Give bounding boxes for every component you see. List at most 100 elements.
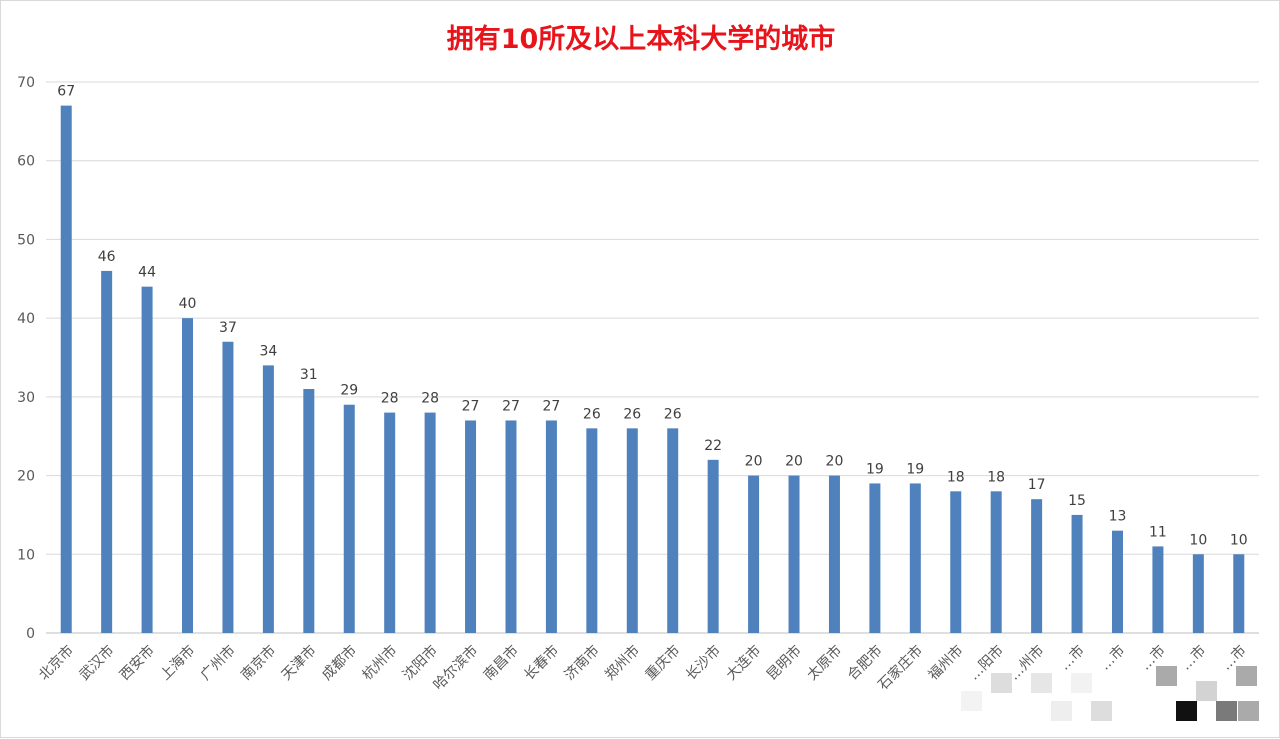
data-label: 18: [987, 469, 1005, 485]
bar: [222, 341, 234, 633]
bar: [262, 365, 274, 633]
data-label: 10: [1189, 532, 1207, 548]
x-tick-label: 大连市: [723, 642, 765, 684]
mosaic-block: [991, 673, 1012, 693]
data-label: 15: [1068, 493, 1086, 509]
mosaic-block: [1071, 673, 1092, 693]
y-tick-label: 0: [26, 626, 35, 642]
mosaic-block: [1236, 666, 1257, 686]
bar: [788, 475, 800, 633]
bar: [586, 428, 598, 633]
data-label: 34: [259, 343, 277, 359]
x-tick-label: 昆明市: [763, 642, 805, 684]
x-tick-label: 成都市: [318, 642, 360, 684]
data-label: 44: [138, 265, 156, 281]
bar: [748, 475, 760, 633]
y-tick-label: 30: [17, 390, 35, 406]
mosaic-block: [1031, 673, 1052, 693]
data-label: 46: [98, 249, 116, 265]
data-label: 26: [623, 406, 641, 422]
bar: [545, 420, 557, 633]
data-label: 27: [543, 398, 561, 414]
mosaic-block: [1216, 701, 1237, 721]
data-label: 20: [785, 454, 803, 470]
x-tick-label: 济南市: [561, 642, 603, 684]
bar: [1031, 499, 1043, 633]
bar: [909, 483, 921, 633]
y-tick-label: 50: [17, 232, 35, 248]
data-label: 20: [826, 454, 844, 470]
data-label: 28: [421, 391, 439, 407]
bar: [1152, 546, 1164, 633]
x-tick-label: 哈尔滨市: [430, 642, 482, 694]
x-tick-label: 南昌市: [480, 642, 522, 684]
bar: [1233, 554, 1245, 633]
mosaic-block: [1176, 701, 1197, 721]
x-tick-label: 南京市: [237, 642, 279, 684]
x-tick-label: 太原市: [804, 642, 846, 684]
bar: [869, 483, 881, 633]
bar: [384, 412, 396, 633]
x-tick-label: 郑州市: [601, 642, 643, 684]
chart-title: 拥有10所及以上本科大学的城市: [446, 24, 836, 55]
data-label: 26: [583, 406, 601, 422]
data-label: 20: [745, 454, 763, 470]
x-tick-label: 天津市: [278, 642, 320, 684]
bar: [1192, 554, 1204, 633]
bar: [667, 428, 679, 633]
x-tick-label: …市: [1177, 642, 1209, 674]
data-label: 26: [664, 406, 682, 422]
x-tick-label: 石家庄市: [875, 642, 927, 694]
x-tick-label: 北京市: [35, 642, 77, 684]
y-tick-label: 70: [17, 75, 35, 91]
mosaic-block: [1238, 701, 1259, 721]
x-tick-label: …市: [1096, 642, 1128, 674]
bar: [343, 404, 355, 633]
bar: [465, 420, 477, 633]
x-tick-label: 杭州市: [359, 642, 401, 684]
mosaic-block: [1051, 701, 1072, 721]
data-label: 11: [1149, 524, 1167, 540]
x-tick-label: 广州市: [197, 642, 239, 684]
mosaic-block: [1196, 681, 1217, 701]
data-label: 37: [219, 320, 237, 336]
data-label: 22: [704, 438, 722, 454]
bar: [990, 491, 1002, 633]
x-tick-label: 武汉市: [76, 642, 118, 684]
y-tick-label: 20: [17, 469, 35, 485]
mosaic-block: [1156, 666, 1177, 686]
data-label: 40: [179, 296, 197, 312]
x-tick-label: 长沙市: [682, 642, 724, 684]
y-tick-label: 40: [17, 311, 35, 327]
bar: [707, 459, 719, 633]
bar: [424, 412, 436, 633]
y-tick-label: 10: [17, 547, 35, 563]
data-label: 27: [502, 398, 520, 414]
bar: [303, 388, 315, 633]
bar: [60, 105, 72, 634]
y-tick-label: 60: [17, 154, 35, 170]
x-tick-label: …市: [1056, 642, 1088, 674]
x-tick-label: 西安市: [116, 642, 158, 684]
bar: [950, 491, 962, 633]
data-label: 19: [906, 461, 924, 477]
bar: [828, 475, 840, 633]
data-label: 18: [947, 469, 965, 485]
mosaic-block: [961, 691, 982, 711]
x-tick-label: 重庆市: [642, 642, 684, 684]
mosaic-block: [1091, 701, 1112, 721]
x-tick-label: 长春市: [521, 642, 563, 684]
data-label: 19: [866, 461, 884, 477]
bar: [626, 428, 638, 633]
x-tick-label: 上海市: [157, 642, 199, 684]
bar: [141, 286, 153, 633]
bar: [1071, 514, 1083, 633]
data-label: 31: [300, 367, 318, 383]
data-label: 10: [1230, 532, 1248, 548]
bar: [101, 270, 113, 633]
data-label: 27: [462, 398, 480, 414]
bar: [1111, 530, 1123, 633]
data-label: 29: [340, 383, 358, 399]
